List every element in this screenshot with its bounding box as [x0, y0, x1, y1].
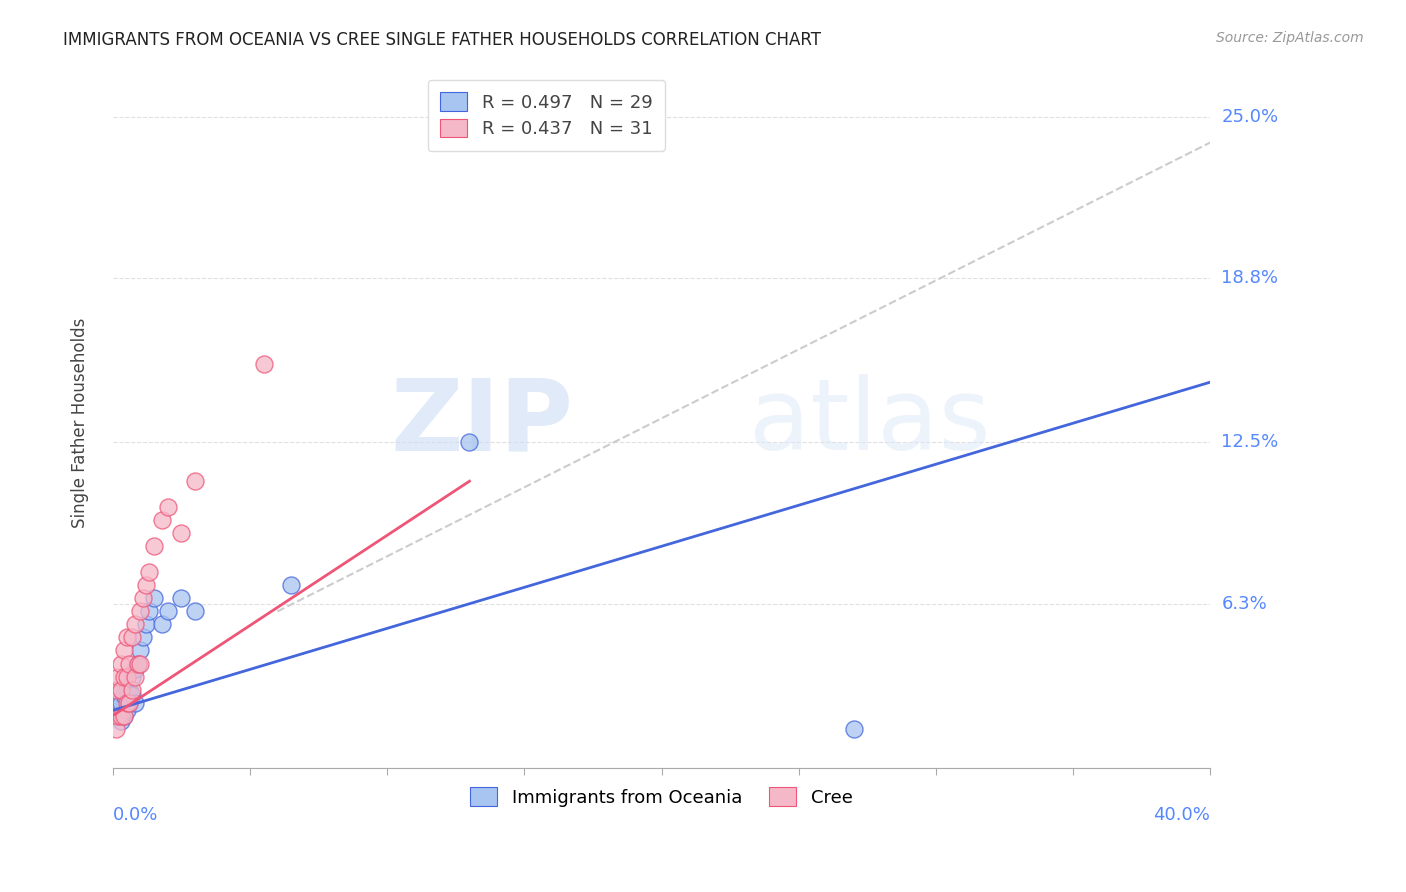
Legend: Immigrants from Oceania, Cree: Immigrants from Oceania, Cree — [463, 780, 860, 814]
Point — [132, 631, 155, 645]
Text: 18.8%: 18.8% — [1222, 269, 1278, 287]
Point — [118, 682, 141, 697]
Point — [138, 566, 160, 580]
Point — [132, 591, 155, 606]
Point — [127, 657, 149, 671]
Point — [112, 708, 135, 723]
Point — [135, 617, 157, 632]
Point — [115, 703, 138, 717]
Point — [104, 722, 127, 736]
Point — [124, 617, 146, 632]
Point — [107, 696, 129, 710]
Point — [138, 604, 160, 618]
Text: 25.0%: 25.0% — [1222, 108, 1278, 126]
Point — [118, 696, 141, 710]
Point — [253, 357, 276, 371]
Point — [112, 708, 135, 723]
Text: ZIP: ZIP — [391, 374, 574, 471]
Y-axis label: Single Father Households: Single Father Households — [72, 318, 89, 528]
Point — [104, 708, 127, 723]
Text: 6.3%: 6.3% — [1222, 595, 1267, 613]
Point — [110, 682, 132, 697]
Point — [107, 708, 129, 723]
Point — [115, 682, 138, 697]
Point — [458, 435, 481, 450]
Point — [121, 631, 143, 645]
Point — [184, 474, 207, 488]
Text: Source: ZipAtlas.com: Source: ZipAtlas.com — [1216, 31, 1364, 45]
Text: 40.0%: 40.0% — [1153, 805, 1211, 823]
Point — [121, 669, 143, 683]
Point — [150, 513, 173, 527]
Point — [110, 714, 132, 728]
Point — [156, 500, 179, 515]
Point — [156, 604, 179, 618]
Point — [115, 696, 138, 710]
Point — [115, 631, 138, 645]
Point — [150, 617, 173, 632]
Point — [135, 578, 157, 592]
Point — [115, 669, 138, 683]
Point — [118, 657, 141, 671]
Point — [129, 604, 152, 618]
Point — [184, 604, 207, 618]
Point — [124, 696, 146, 710]
Point — [129, 643, 152, 657]
Point — [842, 722, 865, 736]
Point — [110, 696, 132, 710]
Text: 12.5%: 12.5% — [1222, 434, 1278, 451]
Point — [124, 669, 146, 683]
Point — [121, 688, 143, 702]
Point — [110, 708, 132, 723]
Point — [104, 682, 127, 697]
Point — [107, 669, 129, 683]
Point — [127, 657, 149, 671]
Text: atlas: atlas — [749, 374, 991, 471]
Point — [143, 591, 166, 606]
Point — [112, 688, 135, 702]
Point — [129, 657, 152, 671]
Point — [143, 539, 166, 553]
Point — [121, 682, 143, 697]
Point — [107, 703, 129, 717]
Point — [112, 669, 135, 683]
Text: IMMIGRANTS FROM OCEANIA VS CREE SINGLE FATHER HOUSEHOLDS CORRELATION CHART: IMMIGRANTS FROM OCEANIA VS CREE SINGLE F… — [63, 31, 821, 49]
Text: 0.0%: 0.0% — [112, 805, 159, 823]
Point — [118, 696, 141, 710]
Point — [112, 643, 135, 657]
Point — [280, 578, 302, 592]
Point — [110, 682, 132, 697]
Point — [170, 591, 193, 606]
Point — [124, 662, 146, 676]
Point — [110, 657, 132, 671]
Point — [170, 526, 193, 541]
